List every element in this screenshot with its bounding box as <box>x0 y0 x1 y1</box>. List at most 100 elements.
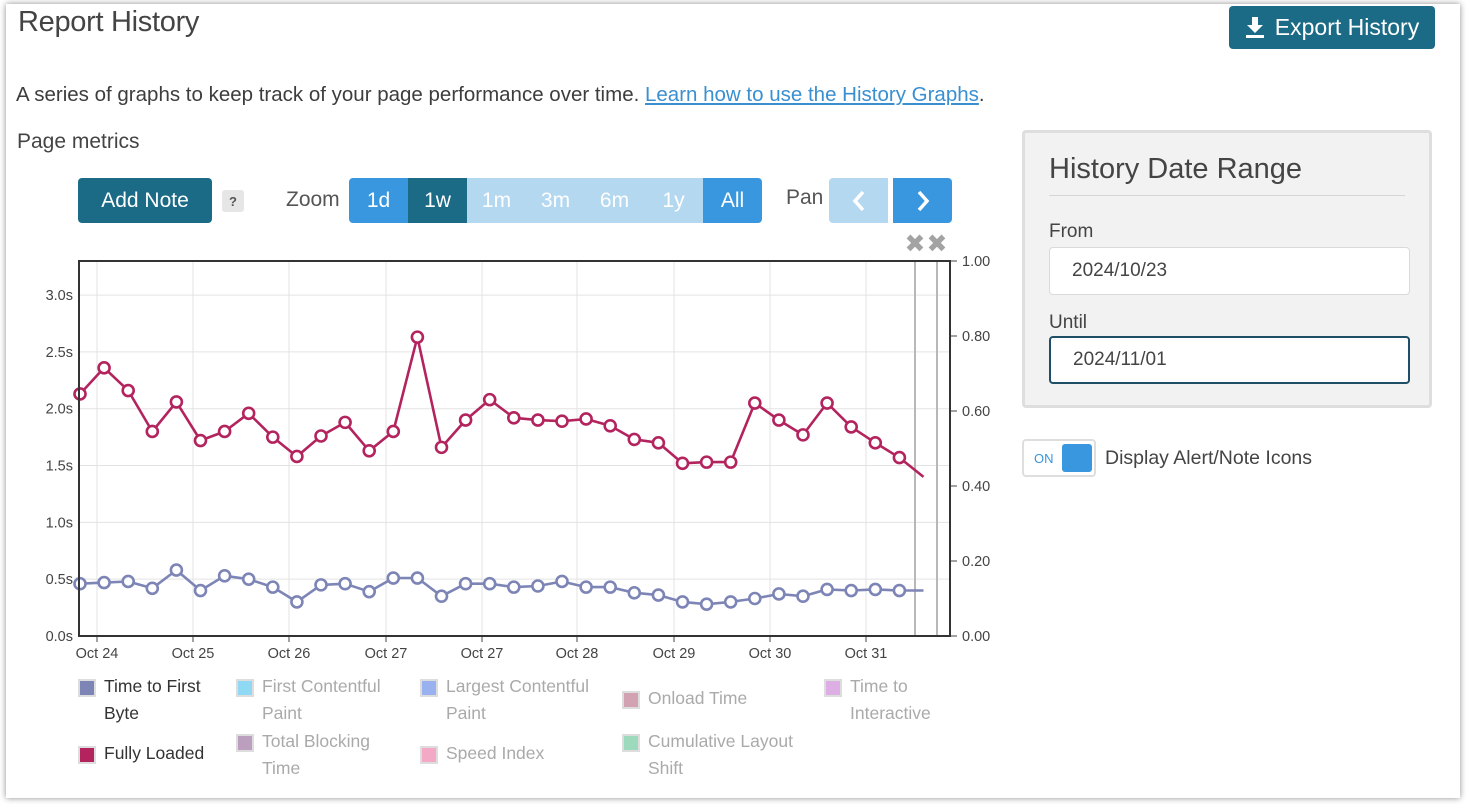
y-left-tick-label: 2.5s <box>46 345 73 361</box>
description-end: . <box>978 83 985 106</box>
data-point <box>217 568 232 583</box>
data-point <box>217 424 232 439</box>
pan-label: Pan <box>786 186 824 209</box>
legend-item-cumulative-layout-shift[interactable]: Cumulative Layout Shift <box>622 728 793 782</box>
data-point <box>458 413 473 427</box>
legend-label-line: Onload Time <box>648 688 748 708</box>
x-tick-label: Oct 28 <box>556 646 599 662</box>
data-point <box>434 440 449 455</box>
data-point <box>555 574 569 589</box>
legend-swatch <box>622 734 640 752</box>
legend-label: Time to Interactive <box>850 673 931 727</box>
x-tick-label: Oct 30 <box>749 646 792 662</box>
legend-label-line: Time to First <box>104 676 201 696</box>
legend-swatch <box>824 679 842 697</box>
until-date-input[interactable]: 2024/11/01 <box>1049 336 1410 384</box>
add-note-button[interactable]: Add Note <box>78 178 212 223</box>
data-point <box>868 582 883 597</box>
data-point <box>241 572 256 586</box>
legend-item-time-to-first-byte[interactable]: Time to First Byte <box>78 673 201 727</box>
toggle-knob <box>1062 444 1092 472</box>
legend-label-line: Largest Contentful <box>446 676 590 696</box>
legend-swatch <box>420 679 438 697</box>
data-point <box>362 443 377 458</box>
legend-label: Fully Loaded <box>104 740 204 767</box>
pan-right-button[interactable] <box>893 178 952 223</box>
legend-label-line: Cumulative Layout <box>648 731 793 751</box>
legend-label-line: Byte <box>104 703 140 723</box>
history-graphs-help-link[interactable]: Learn how to use the History Graphs <box>645 83 979 106</box>
legend-swatch <box>622 691 640 709</box>
page-title: Report History <box>18 6 200 38</box>
data-point <box>265 580 280 594</box>
until-label: Until <box>1049 312 1088 333</box>
y-right-tick-label: 0.20 <box>962 554 990 570</box>
data-point <box>844 583 859 598</box>
data-point <box>868 436 883 450</box>
legend-item-first-contentful-paint[interactable]: First Contentful Paint <box>236 673 381 727</box>
data-point <box>531 579 545 593</box>
data-point <box>362 584 377 599</box>
toggle-state: ON <box>1034 450 1054 466</box>
data-point <box>338 415 352 430</box>
data-point <box>434 589 449 604</box>
legend-item-speed-index[interactable]: Speed Index <box>420 740 544 767</box>
zoom-all-button[interactable]: All <box>703 178 762 223</box>
legend-item-onload-time[interactable]: Onload Time <box>622 685 747 712</box>
x-tick-label: Oct 27 <box>461 646 504 662</box>
legend-label: Largest Contentful Paint <box>446 673 589 727</box>
data-point <box>651 588 666 602</box>
zoom-1d-button[interactable]: 1d <box>349 178 408 223</box>
close-icon: ✖ <box>927 229 948 258</box>
data-point <box>458 576 473 591</box>
data-point <box>506 411 521 425</box>
legend-swatch <box>78 679 96 697</box>
y-right-tick-label: 0.60 <box>962 404 990 420</box>
zoom-1w-button[interactable]: 1w <box>408 178 467 223</box>
divider <box>1049 195 1405 196</box>
legend-swatch <box>236 679 254 697</box>
history-chart[interactable]: 0.0s 0.5s 1.0s 1.5s 2.0s 2.5s 3.0s 0.00 0.20 0.40… <box>0 0 1000 680</box>
data-point <box>97 575 111 590</box>
data-point <box>796 428 810 442</box>
zoom-label: Zoom <box>286 188 340 211</box>
from-date-input[interactable]: 2024/10/23 <box>1049 247 1410 295</box>
legend-label: First Contentful Paint <box>262 673 381 727</box>
legend-item-time-to-interactive[interactable]: Time to Interactive <box>824 673 931 727</box>
export-history-button[interactable]: Export History <box>1229 6 1435 49</box>
date-range-title: History Date Range <box>1049 153 1303 185</box>
y-left-tick-label: 1.5s <box>46 459 73 475</box>
help-button[interactable]: ? <box>222 190 244 212</box>
data-point <box>603 418 618 433</box>
chevron-right-icon <box>917 190 929 211</box>
data-point <box>651 436 666 450</box>
data-point <box>699 597 714 611</box>
legend-item-fully-loaded[interactable]: Fully Loaded <box>78 740 204 767</box>
alert-icons-toggle[interactable]: ON <box>1022 439 1096 477</box>
legend-label: Speed Index <box>446 740 544 767</box>
legend-item-largest-contentful-paint[interactable]: Largest Contentful Paint <box>420 673 589 727</box>
data-point <box>482 392 497 407</box>
y-right-tick-label: 0.40 <box>962 479 990 495</box>
data-point <box>290 595 304 609</box>
close-icon: ✖ <box>905 229 926 258</box>
y-left-tick-label: 3.0s <box>46 288 73 304</box>
data-point <box>892 450 907 465</box>
history-date-range-panel: History Date Range From 2024/10/23 Until… <box>1022 130 1432 408</box>
data-point <box>627 586 642 600</box>
data-point <box>386 424 401 439</box>
zoom-6m-button[interactable]: 6m <box>585 178 644 223</box>
data-point <box>796 589 810 604</box>
pan-left-button[interactable] <box>829 178 888 223</box>
legend-item-total-blocking-time[interactable]: Total Blocking Time <box>236 728 370 782</box>
data-point <box>772 587 786 601</box>
legend-label-line: Paint <box>262 703 302 723</box>
legend-label-line: Total Blocking <box>262 731 370 751</box>
data-point <box>531 413 545 427</box>
data-point <box>772 413 786 427</box>
data-point <box>820 582 834 597</box>
zoom-1m-button[interactable]: 1m <box>467 178 526 223</box>
legend-label-line: Fully Loaded <box>104 743 205 763</box>
zoom-1y-button[interactable]: 1y <box>644 178 703 223</box>
zoom-3m-button[interactable]: 3m <box>526 178 585 223</box>
